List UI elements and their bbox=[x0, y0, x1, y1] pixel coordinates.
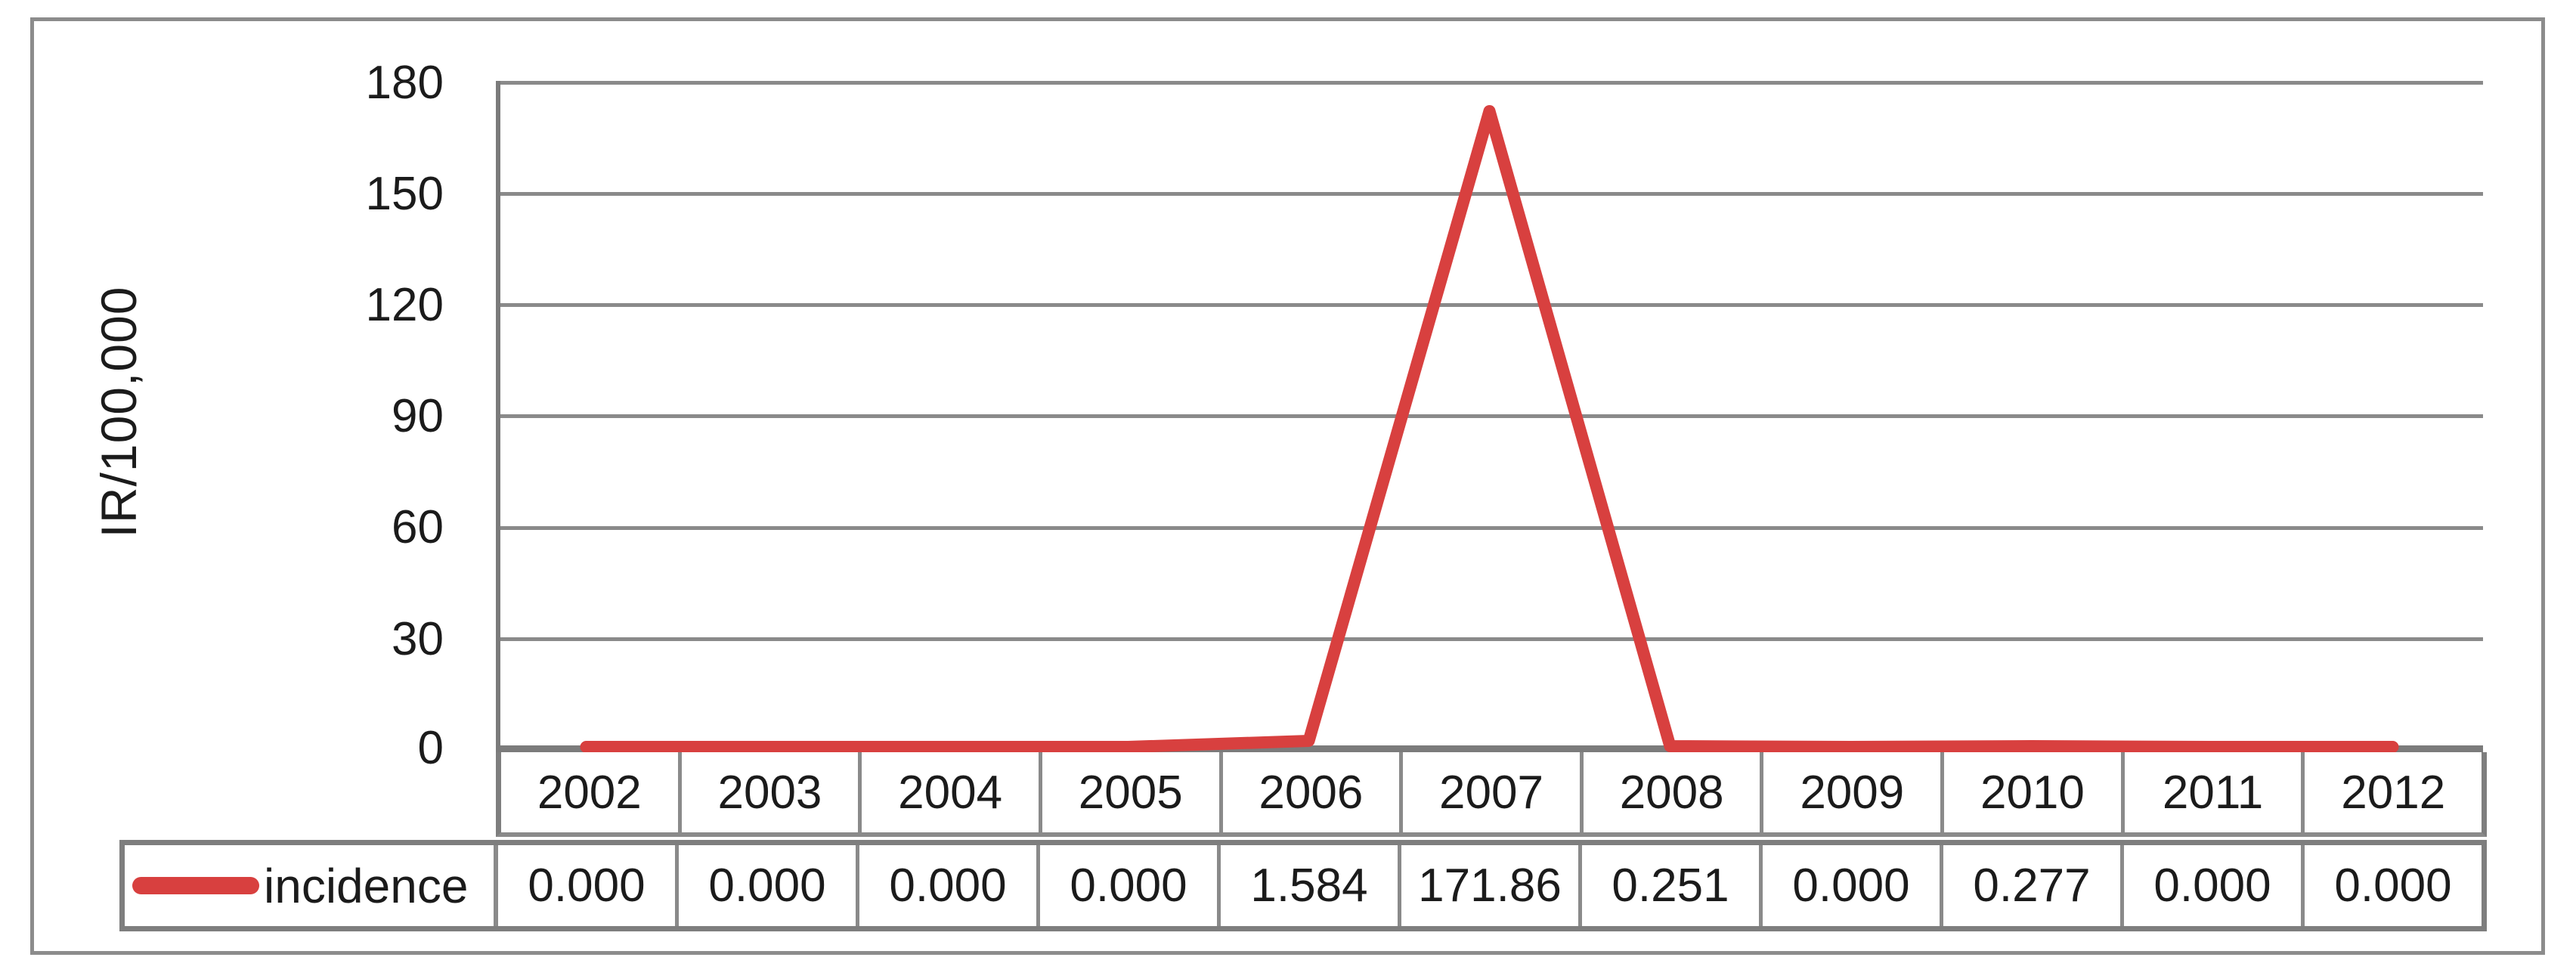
gridline-180 bbox=[496, 81, 2483, 85]
legend-label: incidence bbox=[264, 858, 469, 913]
category-cell-2006: 2006 bbox=[1223, 752, 1404, 832]
gridline-30 bbox=[496, 637, 2483, 641]
category-cell-2007: 2007 bbox=[1403, 752, 1584, 832]
value-cell-2009: 0.000 bbox=[1763, 845, 1943, 926]
y-tick-60: 60 bbox=[392, 501, 444, 553]
legend-cell: incidence bbox=[125, 845, 498, 926]
category-cell-2003: 2003 bbox=[682, 752, 862, 832]
data-table: incidence 0.000 0.000 0.000 0.000 1.584 … bbox=[119, 840, 2487, 931]
value-cell-2005: 0.000 bbox=[1040, 845, 1221, 926]
x-axis-category-row: 2002 2003 2004 2005 2006 2007 2008 2009 … bbox=[496, 752, 2487, 837]
value-cell-2007: 171.86 bbox=[1401, 845, 1582, 926]
category-cell-2002: 2002 bbox=[501, 752, 682, 832]
value-cell-2012: 0.000 bbox=[2334, 860, 2452, 912]
value-cell-2003: 0.000 bbox=[679, 845, 859, 926]
y-axis-line bbox=[496, 81, 500, 834]
category-cell-2004: 2004 bbox=[862, 752, 1042, 832]
y-tick-30: 30 bbox=[392, 613, 444, 665]
legend-line-swatch bbox=[132, 877, 259, 894]
category-cell-2011: 2011 bbox=[2125, 752, 2305, 832]
gridline-60 bbox=[496, 526, 2483, 530]
figure-border: IR/100,000 180 150 120 90 60 30 0 2002 2… bbox=[30, 17, 2545, 955]
x-axis-line bbox=[496, 745, 2483, 752]
y-tick-90: 90 bbox=[392, 390, 444, 442]
value-cell-2004: 0.000 bbox=[859, 845, 1040, 926]
value-cell-2002: 0.000 bbox=[498, 845, 679, 926]
y-axis-title: IR/100,000 bbox=[91, 286, 147, 538]
value-cell-2010: 0.277 bbox=[1943, 845, 2124, 926]
y-tick-150: 150 bbox=[365, 168, 444, 220]
gridline-150 bbox=[496, 192, 2483, 196]
value-cell-2011: 0.000 bbox=[2124, 845, 2305, 926]
category-cell-2012: 2012 bbox=[2341, 766, 2446, 819]
value-cell-2008: 0.251 bbox=[1582, 845, 1763, 926]
y-tick-120: 120 bbox=[365, 279, 444, 331]
incidence-line bbox=[580, 105, 2399, 753]
gridline-90 bbox=[496, 414, 2483, 418]
category-cell-2008: 2008 bbox=[1584, 752, 1764, 832]
y-tick-180: 180 bbox=[365, 57, 444, 109]
value-cell-2006: 1.584 bbox=[1221, 845, 1401, 926]
y-tick-0: 0 bbox=[417, 722, 444, 774]
category-cell-2009: 2009 bbox=[1763, 752, 1945, 832]
category-cell-2010: 2010 bbox=[1944, 752, 2125, 832]
gridline-120 bbox=[496, 303, 2483, 307]
category-cell-2005: 2005 bbox=[1042, 752, 1223, 832]
